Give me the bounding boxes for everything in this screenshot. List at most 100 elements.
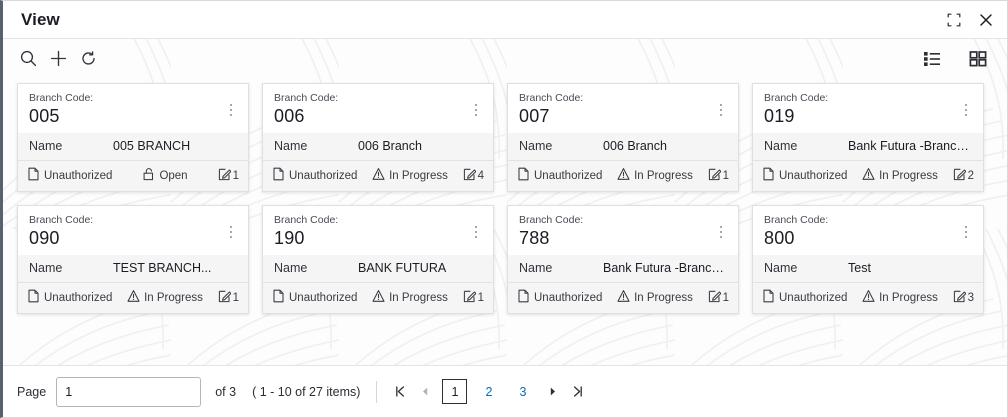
more-options-icon[interactable] [224, 221, 238, 243]
name-value: 005 BRANCH [113, 139, 191, 153]
branch-card[interactable]: Branch Code: 019 Name Bank Futura -Branch..… [752, 83, 984, 192]
document-icon [517, 167, 530, 184]
view-mode-toggle [917, 43, 993, 73]
page-number-2[interactable]: 2 [485, 384, 493, 399]
edit-icon [953, 167, 967, 184]
search-icon[interactable] [13, 43, 43, 73]
more-options-icon[interactable] [469, 99, 483, 121]
authorization-status: Unauthorized [517, 289, 602, 306]
edit-icon [218, 289, 232, 306]
record-status-label: In Progress [879, 291, 938, 304]
warning-triangle-icon [862, 167, 875, 184]
plus-icon[interactable] [43, 43, 73, 73]
branch-card-grid: Branch Code: 005 Name 005 BRANCH Unauthorize… [3, 77, 1007, 314]
branch-code-value: 788 [519, 228, 550, 248]
collapse-icon[interactable] [945, 11, 963, 29]
window-titlebar: View [3, 1, 1007, 39]
card-header: Branch Code: 006 [263, 84, 493, 133]
card-footer: Unauthorized In Progress 1 [263, 282, 493, 313]
name-key-label: Name [274, 261, 308, 275]
branch-code-value: 800 [764, 228, 795, 248]
grid-view-icon[interactable] [963, 43, 993, 73]
name-value: Bank Futura -Branch... [848, 139, 972, 153]
card-header: Branch Code: 005 [18, 84, 248, 133]
record-status: In Progress [372, 289, 448, 306]
card-header-texts: Branch Code: 788 [519, 213, 714, 250]
window-body: Branch Code: 005 Name 005 BRANCH Unauthorize… [3, 39, 1007, 365]
card-header: Branch Code: 190 [263, 206, 493, 255]
card-name-row: Name 006 Branch [263, 133, 493, 160]
name-value: 006 Branch [358, 139, 422, 153]
modification-count: 1 [708, 289, 729, 306]
modification-count: 1 [463, 289, 484, 306]
authorization-status: Unauthorized [27, 289, 112, 306]
next-page-button[interactable] [541, 380, 563, 404]
card-footer: Unauthorized Open 1 [18, 160, 248, 191]
card-header: Branch Code: 019 [753, 84, 983, 133]
card-header: Branch Code: 090 [18, 206, 248, 255]
name-value: Bank Futura -Branch... [603, 261, 727, 275]
branch-card[interactable]: Branch Code: 800 Name Test Unauthorized In Pr… [752, 205, 984, 314]
more-options-icon[interactable] [224, 99, 238, 121]
card-header: Branch Code: 788 [508, 206, 738, 255]
card-name-row: Name 006 Branch [508, 133, 738, 160]
more-options-icon[interactable] [714, 99, 728, 121]
list-view-icon[interactable] [917, 43, 947, 73]
branch-card[interactable]: Branch Code: 005 Name 005 BRANCH Unauthorize… [17, 83, 249, 192]
modification-count: 3 [953, 289, 974, 306]
record-status: In Progress [372, 167, 448, 184]
branch-card[interactable]: Branch Code: 006 Name 006 Branch Unauthorize… [262, 83, 494, 192]
warning-triangle-icon [617, 289, 630, 306]
card-header-texts: Branch Code: 005 [29, 91, 224, 128]
authorization-status: Unauthorized [762, 289, 847, 306]
more-options-icon[interactable] [469, 221, 483, 243]
warning-triangle-icon [617, 167, 630, 184]
branch-code-label: Branch Code: [29, 92, 94, 104]
more-options-icon[interactable] [714, 221, 728, 243]
name-key-label: Name [519, 261, 553, 275]
branch-card[interactable]: Branch Code: 190 Name BANK FUTURA Unauthoriz… [262, 205, 494, 314]
name-value: BANK FUTURA [358, 261, 447, 275]
page-label: Page [17, 384, 47, 399]
record-status-label: In Progress [144, 291, 203, 304]
authorization-status: Unauthorized [272, 289, 357, 306]
card-name-row: Name Bank Futura -Branch... [753, 133, 983, 160]
card-header-texts: Branch Code: 006 [274, 91, 469, 128]
authorization-status-label: Unauthorized [534, 169, 603, 182]
modification-count: 1 [218, 289, 239, 306]
page-input[interactable] [56, 376, 202, 407]
card-footer: Unauthorized In Progress 1 [508, 160, 738, 191]
branch-card[interactable]: Branch Code: 007 Name 006 Branch Unauthorize… [507, 83, 739, 192]
authorization-status: Unauthorized [27, 167, 112, 184]
first-page-button[interactable] [389, 380, 411, 404]
name-key-label: Name [764, 261, 798, 275]
card-name-row: Name Bank Futura -Branch... [508, 255, 738, 282]
previous-page-button[interactable] [414, 380, 436, 404]
modification-count-label: 1 [232, 169, 240, 182]
authorization-status-label: Unauthorized [779, 169, 848, 182]
record-status-label: In Progress [389, 291, 448, 304]
page-number-3[interactable]: 3 [519, 384, 527, 399]
page-title: View [21, 9, 60, 29]
pagination-bar: Page of 3 ( 1 - 10 of 27 items) 1 2 3 [3, 365, 1007, 417]
branch-code-value: 007 [519, 106, 550, 126]
more-options-icon[interactable] [959, 221, 973, 243]
refresh-icon[interactable] [73, 43, 103, 73]
page-number-1[interactable]: 1 [442, 379, 468, 404]
card-header: Branch Code: 800 [753, 206, 983, 255]
last-page-button[interactable] [566, 380, 588, 404]
record-status-label: In Progress [879, 169, 938, 182]
authorization-status-label: Unauthorized [289, 169, 358, 182]
branch-card[interactable]: Branch Code: 788 Name Bank Futura -Branch..… [507, 205, 739, 314]
card-footer: Unauthorized In Progress 1 [18, 282, 248, 313]
modification-count: 4 [463, 167, 484, 184]
titlebar-actions [945, 11, 995, 29]
authorization-status: Unauthorized [517, 167, 602, 184]
card-footer: Unauthorized In Progress 3 [753, 282, 983, 313]
name-value: 006 Branch [603, 139, 667, 153]
document-icon [272, 167, 285, 184]
more-options-icon[interactable] [959, 99, 973, 121]
branch-card[interactable]: Branch Code: 090 Name TEST BRANCH... Unautho… [17, 205, 249, 314]
lock-open-icon [142, 167, 155, 184]
close-icon[interactable] [977, 11, 995, 29]
